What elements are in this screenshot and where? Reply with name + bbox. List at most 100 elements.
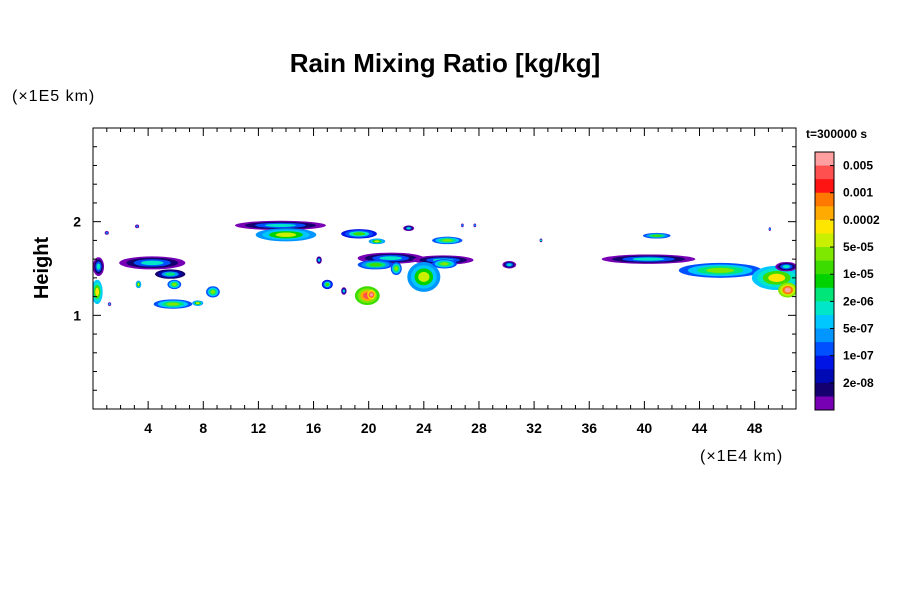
x-tick-label: 8 — [199, 420, 207, 436]
contour-band — [210, 290, 216, 294]
colorbar-label: 1e-05 — [843, 267, 874, 281]
colorbar-label: 0.0002 — [843, 213, 880, 227]
contour-region — [502, 261, 517, 269]
colorbar-label: 5e-05 — [843, 240, 874, 254]
contour-band — [342, 289, 345, 293]
x-tick-label: 4 — [144, 420, 152, 436]
contour-region — [104, 231, 109, 235]
colorbar-swatch — [815, 342, 834, 357]
contour-band — [784, 287, 792, 293]
contour-band — [370, 293, 373, 297]
contour-region — [341, 287, 347, 295]
contour-band — [394, 266, 399, 271]
colorbar-swatch — [815, 247, 834, 262]
contour-region — [119, 256, 186, 270]
contour-band — [473, 224, 476, 227]
colorbar-swatch — [815, 369, 834, 384]
contour-band — [195, 302, 200, 305]
contour-band — [442, 239, 453, 242]
x-tick-label: 36 — [581, 420, 597, 436]
contour-band — [406, 227, 411, 230]
contour-region — [255, 228, 317, 242]
contour-band — [706, 267, 735, 273]
contour-band — [265, 223, 296, 228]
chart-title: Rain Mixing Ratio [kg/kg] — [290, 48, 601, 78]
colorbar-swatch — [815, 274, 834, 289]
colorbar-swatch — [815, 287, 834, 302]
contour-band — [165, 272, 176, 276]
x-tick-label: 32 — [526, 420, 542, 436]
x-tick-label: 12 — [251, 420, 267, 436]
colorbar-label: 2e-06 — [843, 294, 874, 308]
colorbar-swatch — [815, 219, 834, 234]
contour-region — [407, 261, 441, 292]
colorbar-swatch — [815, 192, 834, 207]
colorbar-swatch — [815, 396, 834, 411]
contour-band — [418, 271, 430, 283]
contour-region — [432, 236, 463, 245]
contour-region — [167, 279, 182, 290]
colorbar-swatch — [815, 328, 834, 343]
x-tick-label: 20 — [361, 420, 377, 436]
contour-region — [601, 254, 696, 264]
contour-band — [136, 225, 139, 228]
contour-band — [95, 287, 100, 297]
contour-region — [539, 238, 543, 243]
x-tick-label: 24 — [416, 420, 432, 436]
contour-band — [768, 228, 771, 231]
contour-band — [768, 273, 786, 283]
contour-band — [539, 239, 542, 242]
colorbar-swatch — [815, 260, 834, 275]
colorbar-swatch — [815, 301, 834, 316]
colorbar-swatch — [815, 233, 834, 248]
contour-region — [778, 282, 796, 298]
y-tick-label: 1 — [73, 307, 81, 323]
colorbar-label: 2e-08 — [843, 376, 874, 390]
colorbar-swatch — [815, 179, 834, 194]
contour-region — [678, 262, 762, 278]
contour-region — [234, 220, 326, 231]
contour-region — [316, 256, 322, 264]
contour-region — [341, 229, 377, 239]
contour-band — [108, 303, 111, 306]
contour-band — [369, 263, 382, 267]
x-tick-label: 48 — [747, 420, 763, 436]
x-tick-label: 28 — [471, 420, 487, 436]
time-label: t=300000 s — [806, 127, 867, 141]
contour-band — [652, 234, 662, 237]
contour-region — [642, 232, 671, 239]
colorbar-label: 5e-07 — [843, 322, 874, 336]
contour-band — [782, 265, 791, 269]
contour-band — [275, 232, 297, 238]
contour-region — [155, 269, 186, 279]
colorbar-frame — [814, 151, 835, 411]
colorbar-swatch — [815, 152, 834, 167]
contour-band — [318, 258, 321, 262]
contour-region — [135, 280, 142, 289]
contour-band — [506, 263, 512, 267]
contour-band — [166, 302, 180, 306]
colorbar: 0.005 0.001 0.0002 5e-05 1e-05 2e-06 5e-07 1e-0… — [814, 151, 880, 411]
colorbar-label: 0.001 — [843, 186, 873, 200]
plot-area — [93, 220, 796, 309]
contour-region — [354, 286, 380, 306]
contour-band — [141, 260, 164, 266]
contour-band — [137, 283, 140, 286]
contour-region — [403, 225, 415, 232]
colorbar-swatch — [815, 382, 834, 397]
contour-region — [775, 261, 796, 272]
colorbar-label: 0.005 — [843, 159, 873, 173]
contour-region — [367, 290, 376, 300]
x-unit-label: (×1E4 km) — [700, 448, 783, 465]
contour-region — [107, 302, 112, 306]
contour-region — [192, 300, 204, 306]
plot-frame — [92, 127, 797, 410]
contour-region — [390, 261, 402, 276]
colorbar-swatch — [815, 206, 834, 221]
contour-region — [135, 224, 140, 229]
contour-region — [473, 223, 477, 228]
y-unit-label: (×1E5 km) — [12, 88, 95, 105]
